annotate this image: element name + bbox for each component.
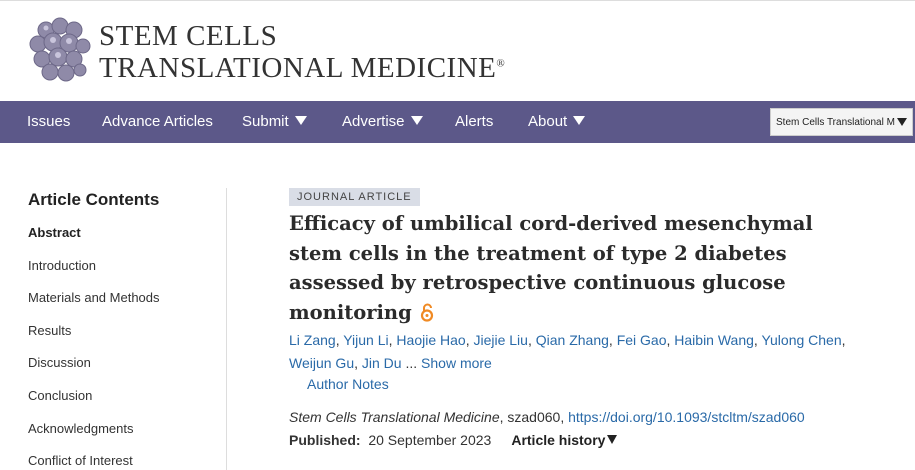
author-link[interactable]: Haibin Wang (674, 332, 754, 348)
published-label: Published: (289, 432, 361, 448)
nav-item[interactable]: Issues (27, 113, 70, 130)
published-date: 20 September 2023 (368, 432, 492, 448)
nav-item[interactable]: Submit (242, 113, 307, 130)
separator: , (465, 332, 470, 348)
dropdown-icon (573, 116, 586, 125)
article-badge: JOURNAL ARTICLE (289, 188, 420, 206)
citation: Stem Cells Translational Medicine, szad0… (289, 409, 805, 425)
author-link[interactable]: Weijun Gu (289, 355, 355, 371)
journal-select[interactable]: Stem Cells Translational M (770, 108, 913, 136)
nav-label: Alerts (455, 113, 494, 130)
article-id: , szad060, (499, 409, 569, 425)
author-link[interactable]: Haojie Hao (396, 332, 466, 348)
dropdown-icon (607, 435, 618, 444)
author-list: Li Zang, Yijun Li, Haojie Hao, Jiejie Li… (289, 329, 869, 375)
author-notes[interactable]: Author Notes (307, 376, 389, 392)
doi-link[interactable]: https://doi.org/10.1093/stcltm/szad060 (568, 409, 805, 425)
author-link[interactable]: Yulong Chen (761, 332, 842, 348)
separator: , (666, 332, 671, 348)
nav-item[interactable]: Alerts (455, 113, 493, 130)
article-history-text: Article history (511, 432, 606, 448)
author-link[interactable]: Qian Zhang (535, 332, 609, 348)
sidebar-link[interactable]: Abstract (28, 225, 81, 240)
sidebar-link[interactable]: Introduction (28, 257, 96, 273)
journal-name: Stem Cells Translational Medicine (289, 409, 500, 425)
logo-graphic (29, 17, 91, 82)
nav-label: About (528, 113, 568, 130)
dropdown-icon (294, 116, 307, 125)
top-border (0, 0, 915, 1)
nav-bar (0, 101, 915, 143)
nav-label: Advance Articles (102, 113, 213, 130)
sidebar-link[interactable]: Discussion (28, 355, 91, 371)
author-link[interactable]: Yijun Li (343, 332, 389, 348)
sidebar-link[interactable]: Acknowledgments (28, 420, 134, 436)
author-link[interactable]: Jiejie Liu (473, 332, 528, 348)
separator: , (388, 332, 393, 348)
nav-label: Submit (242, 113, 289, 130)
logo-line: TRANSLATIONAL MEDICINE® (99, 52, 505, 85)
author-link[interactable]: Jin Du (361, 355, 402, 371)
sidebar-link[interactable]: Conclusion (28, 388, 93, 403)
sidebar-title: Article Contents (28, 190, 160, 209)
open-access-icon (420, 303, 433, 322)
separator: , (354, 355, 358, 371)
nav-label: Issues (27, 113, 71, 130)
dropdown-icon (410, 116, 423, 125)
nav-item[interactable]: Advance Articles (102, 113, 213, 130)
published-line: Published: 20 September 2023 Article hist… (289, 432, 618, 448)
separator: , (608, 332, 613, 348)
title-text: Efficacy of umbilical cord-derived mesen… (289, 212, 813, 324)
author-link[interactable]: Li Zang (289, 332, 336, 348)
author-link[interactable]: Fei Gao (616, 332, 667, 348)
logo-text: TRANSLATIONAL MEDICINE (99, 52, 497, 84)
separator: , (753, 332, 758, 348)
sidebar-link[interactable]: Conflict of Interest (28, 453, 133, 469)
show-more[interactable]: Show more (421, 355, 492, 371)
dropdown-icon (897, 118, 907, 126)
nav-item[interactable]: Advertise (342, 113, 423, 130)
nav-label: Advertise (342, 113, 405, 130)
logo-line: STEM CELLS (99, 20, 278, 52)
divider (226, 188, 227, 470)
nav-item[interactable]: About (528, 113, 586, 130)
sidebar-link[interactable]: Materials and Methods (28, 290, 160, 306)
separator: , (527, 332, 532, 348)
ellipsis: ... (405, 355, 418, 371)
logo-mark: ® (496, 57, 506, 70)
separator: , (841, 332, 846, 348)
article-history[interactable]: Article history (511, 432, 618, 448)
select-text: Stem Cells Translational M (776, 117, 895, 128)
sidebar-link[interactable]: Results (28, 322, 72, 338)
separator: , (335, 332, 340, 348)
article-title: Efficacy of umbilical cord-derived mesen… (289, 209, 849, 327)
